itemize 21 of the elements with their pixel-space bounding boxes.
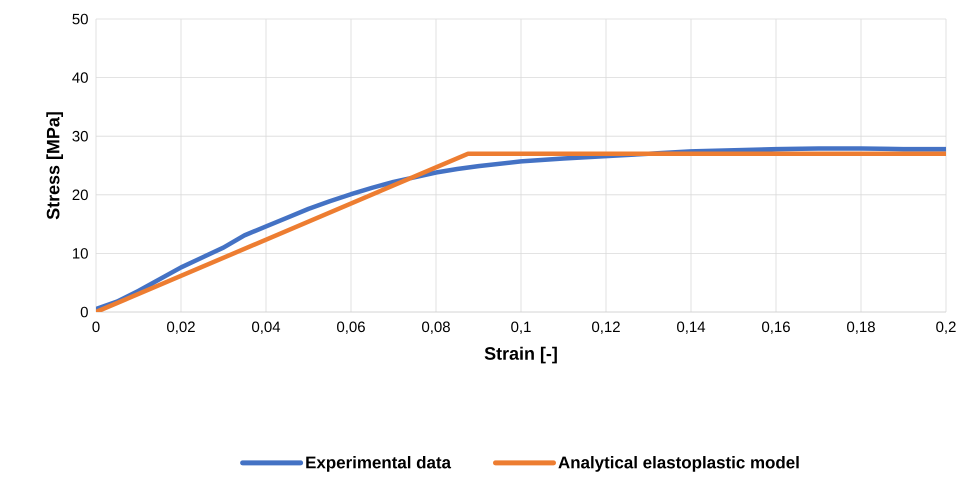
x-tick-label: 0,18 — [847, 322, 875, 334]
y-tick-label: 30 — [72, 130, 88, 142]
x-tick-label: 0 — [92, 322, 100, 332]
y-tick-label: 20 — [72, 190, 88, 200]
x-tick-label: 0,16 — [762, 322, 790, 334]
x-tick-label: 0,14 — [677, 322, 706, 334]
x-tick-label: 0,08 — [422, 322, 450, 334]
y-tick-label: 10 — [73, 248, 88, 259]
x-tick-label: 0,04 — [252, 322, 280, 334]
y-tick-label: 0 — [80, 306, 88, 318]
x-tick-label: 0,1 — [511, 322, 531, 334]
y-tick-label: 40 — [72, 72, 88, 83]
y-tick-label: 50 — [72, 14, 88, 24]
x-axis-title: Strain [-] — [484, 346, 557, 364]
x-tick-label: 0,2 — [936, 322, 956, 334]
legend-label: Analytical elastoplastic model — [558, 456, 799, 472]
x-tick-label: 0,06 — [337, 322, 365, 334]
y-axis-title: Stress [MPa] — [46, 112, 64, 220]
legend-label: Experimental data — [306, 456, 452, 472]
x-tick-label: 0,02 — [167, 322, 195, 334]
x-tick-label: 0,12 — [592, 322, 620, 334]
